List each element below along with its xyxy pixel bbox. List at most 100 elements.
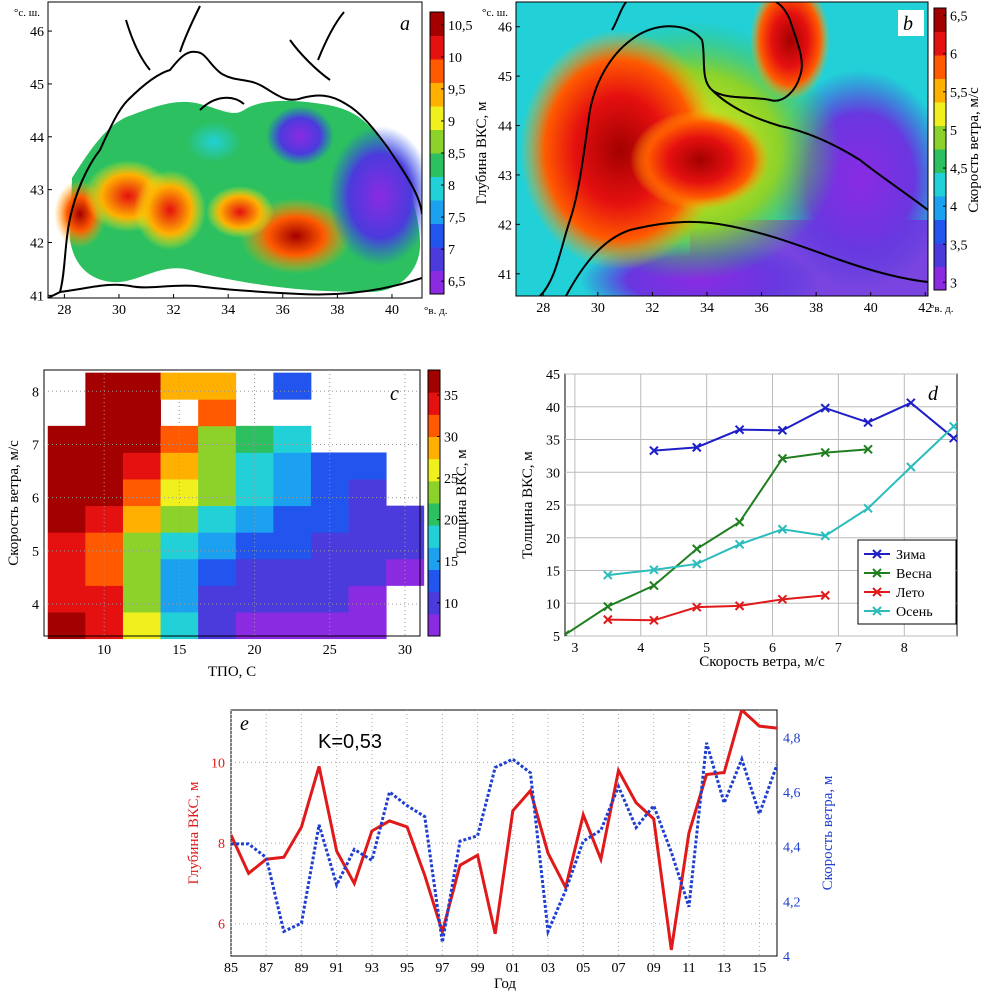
x-tick-label: 38 (330, 303, 344, 318)
colorbar-step (428, 414, 440, 437)
colorbar-step (934, 55, 946, 79)
series-marker (603, 570, 613, 580)
heatmap-cell (348, 612, 387, 640)
axes-e: 85 87 89 91 93 95 97 99 01 03 05 07 09 11 13 15 6 8 10 4 4,2… (211, 731, 801, 976)
legend-marker (872, 606, 882, 616)
heatmap-cell (273, 558, 312, 586)
ylabel-e-left: Глубина ВКС, м (186, 781, 202, 885)
x-tick-label: 15 (172, 643, 186, 658)
x-tick-label: 42 (918, 301, 932, 316)
panel-a: 28 30 32 34 36 38 40 41 42 43 44 45 46 °в. д. °с. ш. a… (14, 1, 490, 318)
y-tick-label: 43 (30, 184, 44, 199)
colorbar-tick-label: 5 (950, 124, 957, 139)
y-tick-label-right: 4,4 (783, 841, 801, 856)
panel-letter-b: b (903, 13, 913, 35)
y-tick-label: 5 (553, 630, 560, 645)
panel-letter-c: c (390, 383, 399, 405)
x-tick-label: 28 (57, 303, 71, 318)
colorbar-step (934, 125, 946, 150)
heatmap-cell (47, 612, 86, 640)
colorbar-step (428, 458, 440, 482)
x-tick-label: 30 (591, 301, 605, 316)
cold-spot-ne (266, 106, 334, 166)
colorbar-frame (933, 7, 947, 291)
panel-letter-e: e (240, 713, 249, 735)
heatmap-cell (122, 399, 161, 427)
colorbar-step (430, 247, 444, 271)
xlabel-c: ТПО, С (208, 664, 256, 680)
heatmap-cell (310, 479, 349, 507)
y-tick-label: 10 (546, 597, 560, 612)
heatmap-cell (348, 558, 387, 586)
colorbar-step (934, 31, 946, 56)
colorbar-step (428, 569, 440, 593)
ylabel-e-right: Скорость ветра, м (820, 775, 836, 890)
heatmap-cell (310, 612, 349, 640)
colorbar-frame (427, 369, 441, 637)
series-marker (734, 517, 745, 527)
y-unit: °с. ш. (482, 7, 508, 19)
colorbar-tick-label: 9,5 (448, 83, 466, 98)
annotation-k: K=0,53 (318, 731, 382, 753)
heatmap-cell (198, 452, 237, 480)
x-tick-label: 8 (901, 641, 908, 656)
x-tick-label: 09 (647, 961, 661, 976)
heatmap-cell (122, 558, 161, 586)
colorbar-tick-label: 10 (444, 597, 458, 612)
heatmap-cell (235, 452, 274, 480)
colorbar-tick-label: 7 (448, 243, 455, 258)
heatmap-cell (198, 505, 237, 533)
y-tick-label: 45 (498, 70, 512, 85)
y-tick-label: 46 (498, 21, 512, 36)
series-marker (603, 601, 613, 612)
colorbar-label: Глубина ВКС, м (474, 101, 490, 205)
x-tick-label: 36 (276, 303, 290, 318)
x-tick-label: 10 (97, 643, 111, 658)
heatmap-c-cells (47, 372, 425, 640)
heatmap-cell (310, 505, 349, 533)
xlabel-e: Год (494, 976, 516, 992)
colorbar-tick-label: 6 (950, 48, 957, 63)
heatmap-cell (273, 372, 312, 400)
heatmap-cell (85, 479, 124, 507)
x-tick-label: 07 (611, 961, 625, 976)
colorbar-step (430, 176, 444, 201)
y-tick-label: 25 (546, 499, 560, 514)
series-marker (692, 559, 702, 569)
series-marker (777, 453, 788, 464)
colorbar-step (934, 172, 946, 197)
frame-a (47, 1, 423, 299)
heatmap-cell (198, 425, 237, 453)
series-marker (603, 614, 613, 625)
y-tick-label: 43 (498, 169, 512, 184)
colorbar-step (428, 480, 440, 504)
colorbar-step (934, 8, 946, 32)
frame-b (515, 1, 929, 297)
colorbar-step (430, 35, 444, 60)
x-tick-label: 03 (541, 961, 555, 976)
heatmap-cell (386, 532, 425, 560)
y-tick-label-right: 4,6 (783, 786, 801, 801)
x-tick-label: 40 (864, 301, 878, 316)
colorbar-tick-label: 4,5 (950, 162, 968, 177)
heatmap-cell (235, 479, 274, 507)
heatmap-cell (85, 558, 124, 586)
colorbar-tick-label: 9 (448, 115, 455, 130)
x-tick-label: 36 (755, 301, 769, 316)
series-marker (734, 601, 745, 611)
heatmap-cell (310, 452, 349, 480)
wind-field-azov (750, 2, 830, 100)
heatmap-cell (47, 532, 86, 560)
x-tick-label: 01 (506, 961, 520, 976)
colorbar-step (934, 243, 946, 267)
colorbar-tick-label: 30 (444, 431, 458, 446)
series-marker (948, 433, 957, 443)
colorbar-step (428, 436, 440, 460)
colorbar-step (934, 78, 946, 103)
colorbar-tick-label: 10,5 (448, 19, 473, 34)
y-tick-label: 41 (30, 289, 44, 304)
heatmap-cell (235, 505, 274, 533)
map-a-field (48, 5, 422, 298)
ylabel-d: Толщина ВКС, м (520, 451, 536, 559)
